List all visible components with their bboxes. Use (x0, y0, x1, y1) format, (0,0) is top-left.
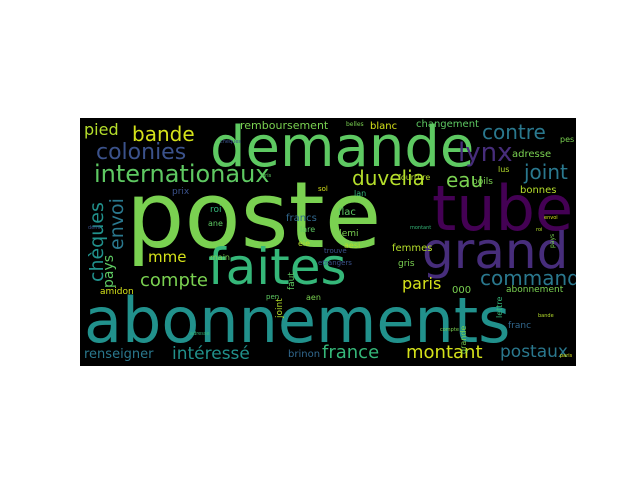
word-aen: aen (306, 293, 321, 302)
word-prix: prix (172, 187, 190, 197)
word-paris: paris (402, 274, 442, 293)
word-poils: poils (472, 177, 493, 187)
word-tiny-8: paris (560, 353, 573, 359)
word-pes: pes (560, 135, 575, 144)
word-trouve: trouve (324, 247, 347, 255)
word-tiny-2: montant (410, 225, 432, 231)
word-postaux: postaux (500, 342, 568, 362)
word-renseigner: renseigner (84, 347, 154, 362)
word-lus: lus (498, 165, 510, 174)
word-etrangers: etrangers (318, 259, 352, 267)
word-compte: compte (140, 270, 209, 291)
word-faites: faites (208, 238, 347, 296)
word-cloud-canvas: poste abonnements demande tube faites gr… (80, 118, 576, 366)
word-commande: commande (480, 266, 576, 290)
word-eie: eie (298, 239, 311, 248)
word-duvelia: duvelia (352, 166, 425, 190)
word-faut: faut (287, 272, 297, 290)
word-tiny-4: bande (538, 313, 554, 319)
word-sol: sol (318, 185, 328, 193)
word-demi: demi (336, 229, 359, 239)
word-tiny-5: demi (88, 225, 101, 231)
word-poste: poste (126, 162, 382, 269)
word-mme: mme (148, 248, 187, 266)
word-abonnement: abonnement (506, 285, 564, 295)
word-femmes: femmes (392, 243, 433, 254)
word-tiny-3: envoi (544, 215, 558, 221)
word-joint-vertical: joint (275, 298, 285, 318)
word-grande: grande (459, 325, 468, 354)
word-envoi: envoi (106, 198, 128, 250)
word-brinon: brinon (288, 349, 321, 360)
word-lare: lare (300, 225, 316, 234)
word-france: france (322, 342, 380, 363)
word-flac: flac (338, 207, 356, 218)
word-bonnes: bonnes (520, 185, 557, 196)
word-pays: pays (101, 254, 117, 288)
word-main: main (210, 253, 230, 262)
word-belles: belles (346, 121, 364, 128)
word-gris: gris (398, 259, 415, 269)
word-joint: joint (524, 160, 568, 184)
word-tiny-9: gris (262, 173, 272, 179)
word-ane: ane (208, 219, 223, 228)
word-abonnements: abonnements (84, 284, 511, 357)
word-remboursement: remboursement (240, 119, 329, 132)
word-lan: lan (354, 189, 367, 198)
word-francs: francs (286, 213, 317, 224)
word-tiny-1: chèques (220, 139, 242, 145)
word-interesse: intéressé (172, 344, 250, 364)
word-pen: pen (266, 293, 280, 301)
word-montant: montant (406, 342, 483, 363)
word-demande: demande (210, 118, 475, 180)
word-franc: franc (508, 321, 532, 331)
word-amidon: amidon (100, 287, 134, 297)
word-lynx: lynx (458, 138, 513, 168)
word-lettre: lettre (495, 296, 504, 318)
word-eau: eau (446, 168, 484, 192)
word-grand: grand (422, 222, 569, 280)
word-tube: tube (432, 172, 574, 245)
word-tiny-6: compte (440, 327, 459, 333)
word-tiny-7: adresse (190, 331, 210, 337)
word-changement: changement (416, 119, 479, 130)
word-colonies: colonies (96, 140, 187, 165)
word-000: 000 (452, 285, 472, 296)
word-blanc: blanc (370, 121, 398, 132)
word-adresse: adresse (512, 149, 552, 160)
word-bande: bande (132, 122, 195, 146)
word-pied: pied (84, 120, 119, 139)
word-pays-small: pays (549, 233, 556, 248)
word-tiny-10: roi (536, 227, 543, 233)
word-fourrure: fourrure (398, 173, 431, 182)
word-contre: contre (482, 120, 546, 144)
word-aesi: aesi (344, 241, 361, 250)
word-internationaux: internationaux (94, 160, 270, 188)
word-roi: roi (210, 205, 222, 215)
